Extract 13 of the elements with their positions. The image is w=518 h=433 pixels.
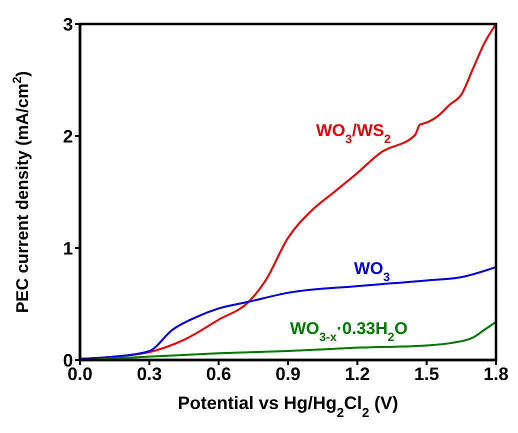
x-tick-label: 0.9 <box>275 364 301 384</box>
y-tick-label: 2 <box>62 126 73 146</box>
x-tick-label: 1.2 <box>344 364 370 384</box>
y-tick-label: 1 <box>62 238 73 258</box>
x-tick-label: 1.8 <box>483 364 509 384</box>
x-tick-label: 0.6 <box>206 364 232 384</box>
x-tick-label: 0.3 <box>136 364 162 384</box>
series-label: WO$_{3}$ <box>354 259 390 284</box>
x-tick-label: 1.5 <box>414 364 440 384</box>
series-label: WO$_{3-x}$·0.33H$_{2}$O <box>290 319 408 344</box>
series-label: WO$_{3}$/WS$_{2}$ <box>316 121 392 146</box>
x-axis-title: Potential vs Hg/Hg$_{2}$Cl$_{2}$ (V) <box>178 393 398 420</box>
y-tick-label: 3 <box>62 14 73 34</box>
